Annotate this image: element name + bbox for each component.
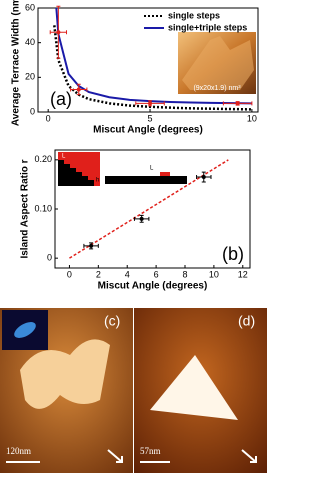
legend-label: single+triple steps [168,22,247,32]
y-axis-label: Average Terrace Width (nm) [11,0,22,126]
inset-label: L [62,154,66,160]
inset-label: h [182,180,185,186]
x-tick-label: 2 [96,269,101,279]
island-d [150,355,238,420]
data-point [76,87,81,92]
scale-label: 57nm [140,446,161,456]
fft-spot [14,322,36,338]
y-tick-label: 0 [30,106,35,116]
y-tick-label: 0.10 [34,203,52,213]
x-tick-label: 4 [125,269,130,279]
y-tick-label: 0.20 [34,154,52,164]
y-axis-label: Island Aspect Ratio r [20,159,31,258]
x-tick-label: 0 [67,269,72,279]
scale-label: 120nm [6,446,31,456]
y-tick-label: 20 [25,72,35,82]
data-point [201,175,206,180]
plot-frame [37,7,259,113]
x-tick-label: 8 [182,269,187,279]
arrow [241,449,257,463]
x-tick-label: 0 [46,113,51,123]
arrow [107,449,123,463]
x-tick-label: 10 [209,269,219,279]
inset-label: h [96,178,99,184]
data-point [56,30,61,35]
inset-label: (9x20x1.9) nm³ [193,85,241,92]
y-tick-label: 0 [47,253,52,263]
inset-relief [182,36,254,90]
inset-label: L [150,166,154,172]
island-c [20,339,110,409]
panel-label: (c) [104,313,120,329]
fit-line [69,159,229,259]
x-axis-label: Miscut Angle (degrees) [93,125,203,136]
x-tick-label: 5 [148,113,153,123]
panel-label: (a) [50,89,72,109]
data-point [89,243,94,248]
data-point [148,101,153,106]
y-tick-label: 60 [25,2,35,12]
x-tick-label: 10 [247,113,257,123]
x-tick-label: 6 [154,269,159,279]
x-tick-label: 12 [238,269,248,279]
series-line [55,8,252,105]
panel-label: (d) [238,313,255,329]
inset-diagram [58,152,187,186]
series-line [53,25,252,111]
legend-label: single steps [168,10,220,20]
x-axis-label: Miscut Angle (degrees) [98,281,208,292]
y-tick-label: 40 [25,37,35,47]
panel-label: (b) [222,244,244,264]
data-point [139,216,144,221]
data-point [235,101,240,106]
